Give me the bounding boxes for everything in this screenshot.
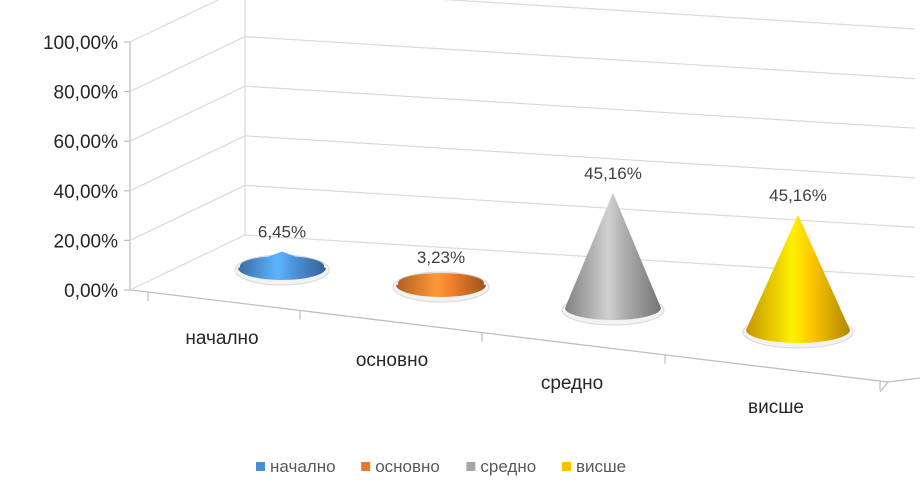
y-tick-label: 0,00% xyxy=(64,281,118,302)
gridline xyxy=(129,135,916,192)
data-labels: 6,45% 3,23% 45,16% 45,16% xyxy=(258,164,827,267)
y-tick-label: 100,00% xyxy=(43,33,118,54)
legend-swatch xyxy=(256,462,265,471)
legend-label: начално xyxy=(270,457,336,476)
gridline xyxy=(129,85,916,142)
cone-1 xyxy=(234,251,330,286)
legend-label: средно xyxy=(480,457,536,476)
x-axis-line xyxy=(147,291,889,383)
floor-left-edge xyxy=(129,289,149,293)
y-tick-label: 20,00% xyxy=(54,231,119,252)
cone-4 xyxy=(742,214,854,349)
legend-swatch xyxy=(466,462,476,471)
category-label: средно xyxy=(541,373,603,394)
data-label: 45,16% xyxy=(769,186,827,205)
legend-label: основно xyxy=(375,457,440,476)
category-label: висше xyxy=(748,397,804,418)
gridline xyxy=(129,0,916,43)
gridline xyxy=(129,35,916,93)
category-label: начално xyxy=(185,328,258,349)
legend-label: висше xyxy=(576,457,626,476)
gridlines xyxy=(129,0,916,291)
cone-body xyxy=(565,192,661,320)
cone-top-face xyxy=(240,256,324,276)
y-tick-label: 60,00% xyxy=(54,132,119,153)
data-label: 6,45% xyxy=(258,223,306,242)
legend-swatch xyxy=(562,462,571,471)
cone-series xyxy=(234,192,854,349)
legend-swatch xyxy=(361,462,371,471)
cone-body xyxy=(746,214,850,343)
chart-frame xyxy=(129,0,920,393)
data-label: 3,23% xyxy=(417,248,465,267)
y-tick-label: 40,00% xyxy=(54,182,119,203)
y-axis-ticks: 0,00% 20,00% 40,00% 60,00% 80,00% 100,00% xyxy=(43,33,130,302)
cone-2 xyxy=(392,271,490,303)
floor-right-edge xyxy=(887,377,920,383)
floor-corner xyxy=(879,381,889,393)
legend: начално основно средно висше xyxy=(256,457,626,476)
cone-3 xyxy=(561,192,665,326)
data-label: 45,16% xyxy=(584,164,642,183)
gridline xyxy=(129,184,916,241)
y-tick-label: 80,00% xyxy=(54,83,119,104)
gridline xyxy=(129,234,916,291)
category-label: основно xyxy=(356,350,428,371)
cone-top-face xyxy=(398,273,484,293)
x-axis-categories: начално основно средно висше xyxy=(185,328,804,418)
